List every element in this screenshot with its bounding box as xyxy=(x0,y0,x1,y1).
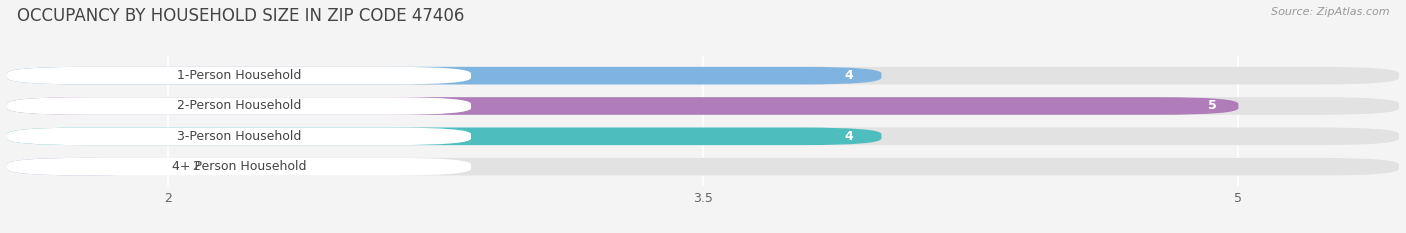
FancyBboxPatch shape xyxy=(7,97,1239,115)
Text: Source: ZipAtlas.com: Source: ZipAtlas.com xyxy=(1271,7,1389,17)
Text: 4: 4 xyxy=(844,130,853,143)
Text: OCCUPANCY BY HOUSEHOLD SIZE IN ZIP CODE 47406: OCCUPANCY BY HOUSEHOLD SIZE IN ZIP CODE … xyxy=(17,7,464,25)
FancyBboxPatch shape xyxy=(7,158,471,175)
Text: 1-Person Household: 1-Person Household xyxy=(177,69,301,82)
FancyBboxPatch shape xyxy=(7,158,1399,175)
Text: 2: 2 xyxy=(193,160,201,173)
Text: 2-Person Household: 2-Person Household xyxy=(177,99,301,113)
FancyBboxPatch shape xyxy=(7,67,471,84)
FancyBboxPatch shape xyxy=(7,158,167,175)
FancyBboxPatch shape xyxy=(7,127,471,145)
FancyBboxPatch shape xyxy=(7,127,882,145)
Text: 4: 4 xyxy=(844,69,853,82)
FancyBboxPatch shape xyxy=(7,67,882,84)
Text: 3-Person Household: 3-Person Household xyxy=(177,130,301,143)
FancyBboxPatch shape xyxy=(7,67,1399,84)
Text: 4+ Person Household: 4+ Person Household xyxy=(172,160,307,173)
FancyBboxPatch shape xyxy=(7,97,1399,115)
FancyBboxPatch shape xyxy=(7,127,1399,145)
Text: 5: 5 xyxy=(1208,99,1218,113)
FancyBboxPatch shape xyxy=(7,97,471,115)
